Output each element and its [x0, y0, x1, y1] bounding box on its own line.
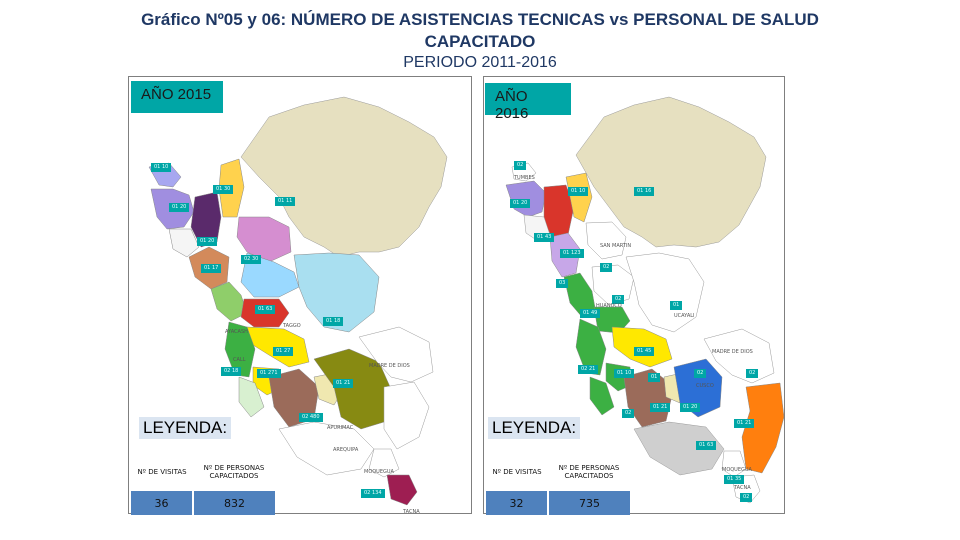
region-label: TACNA [734, 485, 751, 491]
region-label: CALL [233, 357, 246, 363]
region-badge: 02 [740, 493, 753, 502]
region-lima [224, 321, 256, 378]
region-puno [383, 381, 430, 450]
region-badge: 01 16 [634, 187, 655, 196]
region-loreto [240, 96, 448, 258]
region-label: CUSCO [696, 383, 714, 389]
legend-visits-value: 32 [486, 490, 548, 515]
region-badge: 01 10 [614, 369, 635, 378]
legend-table-2016: Nº DE VISITAS Nº DE PERSONAS CAPACITADOS… [486, 454, 630, 515]
region-arequipa [633, 421, 725, 476]
region-ucayali [625, 252, 705, 333]
region-madre-de-dios [358, 326, 434, 383]
region-label: HUANUCO [596, 303, 622, 309]
region-badge: 01 [648, 373, 661, 382]
legend-title-2016: LEYENDA: [488, 417, 580, 439]
region-label: UCAYALI [674, 313, 695, 319]
region-label: AYACASH [225, 329, 248, 335]
legend-col-visits: Nº DE VISITAS [486, 454, 548, 491]
region-loreto [575, 96, 767, 248]
region-badge: 01 18 [323, 317, 344, 326]
region-badge: 01 21 [734, 419, 755, 428]
legend-people-value: 735 [547, 490, 630, 515]
legend-col-people: Nº DE PERSONAS CAPACITADOS [548, 454, 630, 491]
region-badge: 01 [670, 301, 683, 310]
region-ayacucho [623, 368, 675, 428]
region-badge: 02 [622, 409, 635, 418]
region-badge: 02 30 [241, 255, 262, 264]
region-badge: 01 45 [634, 347, 655, 356]
region-label: APURIMAC [327, 425, 354, 431]
region-badge: 01 20 [680, 403, 701, 412]
region-puno [741, 382, 784, 474]
map-panel-2015: AÑO 2015 01 10 01 30 01 20 01 11 01 20 0… [128, 76, 472, 515]
region-badge: 02 134 [361, 489, 385, 498]
region-lima [575, 318, 607, 376]
region-badge: 01 21 [650, 403, 671, 412]
legend-col-people: Nº DE PERSONAS CAPACITADOS [193, 454, 275, 491]
year-label-2015: AÑO 2015 [131, 81, 223, 113]
region-ica [238, 376, 265, 418]
region-badge: 03 [556, 279, 569, 288]
peru-map-2016 [505, 96, 784, 504]
region-badge: 01 63 [696, 441, 717, 450]
region-san-martin [585, 221, 627, 260]
region-label: MADRE DE DIOS [369, 363, 410, 369]
region-badge: 01 123 [560, 249, 584, 258]
region-badge: 01 27 [273, 347, 294, 356]
chart-title-line1: Gráfico Nº05 y 06: NÚMERO DE ASISTENCIAS… [141, 10, 819, 29]
region-label: SAN MARTIN [600, 243, 632, 249]
region-badge: 02 [514, 161, 527, 170]
region-badge: 01 21 [333, 379, 354, 388]
chart-title-line2: CAPACITADO [424, 32, 536, 51]
legend-col-visits: Nº DE VISITAS [131, 454, 193, 491]
legend-visits-value: 36 [131, 490, 193, 515]
region-badge: 01 30 [213, 185, 234, 194]
region-label: MOQUEGUA [722, 467, 752, 473]
region-tacna [386, 474, 418, 506]
region-lambayeque [168, 228, 200, 258]
region-ica [589, 376, 615, 416]
region-label: MADRE DE DIOS [712, 349, 753, 355]
region-badge: 02 21 [578, 365, 599, 374]
region-badge: 02 [612, 295, 625, 304]
region-badge: 01 271 [257, 369, 281, 378]
region-badge: 01 11 [275, 197, 296, 206]
region-badge: 02 18 [221, 367, 242, 376]
region-badge: 01 20 [197, 237, 218, 246]
region-badge: 02 [694, 369, 707, 378]
region-badge: 01 63 [255, 305, 276, 314]
region-badge: 02 [746, 369, 759, 378]
region-badge: 02 [600, 263, 613, 272]
region-badge: 01 49 [580, 309, 601, 318]
map-panel-2016: AÑO 2016 02 01 10 01 16 01 20 01 43 01 1… [483, 76, 785, 515]
region-badge: 01 43 [534, 233, 555, 242]
region-badge: 01 35 [724, 475, 745, 484]
legend-people-value: 832 [192, 490, 275, 515]
region-amazonas [565, 172, 593, 223]
region-huanuco [240, 252, 300, 298]
region-label: MOQUEGUA [364, 469, 394, 475]
region-arequipa [278, 421, 375, 476]
region-label: AREQUIPA [333, 447, 359, 453]
year-label-2016: AÑO 2016 [485, 83, 571, 122]
region-badge: 01 20 [169, 203, 190, 212]
peru-map-2015 [148, 96, 448, 506]
region-badge: 01 10 [151, 163, 172, 172]
region-badge: 01 20 [510, 199, 531, 208]
region-label: TACNA [403, 509, 420, 515]
chart-subtitle: PERIODO 2011-2016 [403, 54, 557, 71]
region-moquegua [368, 448, 400, 478]
region-badge: 01 10 [568, 187, 589, 196]
region-moquegua [721, 450, 747, 478]
region-badge: 01 17 [201, 264, 222, 273]
region-label: TAGGO [283, 323, 301, 329]
region-badge: 02 480 [299, 413, 323, 422]
region-san-martin [236, 216, 292, 263]
region-ucayali [293, 252, 380, 333]
legend-table-2015: Nº DE VISITAS Nº DE PERSONAS CAPACITADOS… [131, 454, 275, 515]
region-label: TUMBES [514, 175, 535, 181]
legend-title-2015: LEYENDA: [139, 417, 231, 439]
